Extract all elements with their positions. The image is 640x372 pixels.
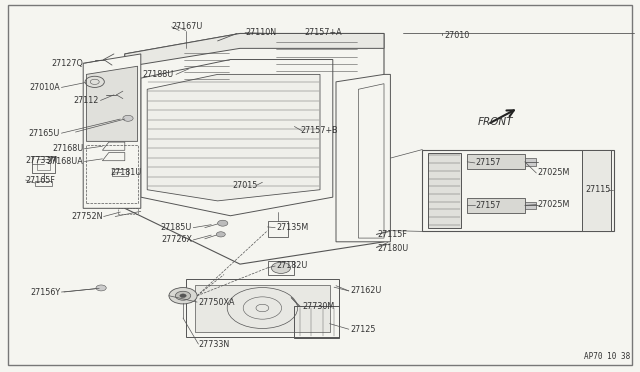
Polygon shape <box>582 150 611 231</box>
Polygon shape <box>336 74 390 242</box>
Circle shape <box>218 220 228 226</box>
Text: 27730M: 27730M <box>302 302 334 311</box>
Text: 27015: 27015 <box>232 181 258 190</box>
Text: 27010: 27010 <box>445 31 470 40</box>
Polygon shape <box>141 60 333 216</box>
Polygon shape <box>125 33 384 264</box>
Polygon shape <box>147 74 320 201</box>
Text: 27180U: 27180U <box>378 244 409 253</box>
Text: 27733M: 27733M <box>26 156 58 165</box>
Text: AP70 10 38: AP70 10 38 <box>584 352 630 361</box>
Circle shape <box>216 232 225 237</box>
Text: 27185U: 27185U <box>161 223 192 232</box>
Text: 27726X: 27726X <box>161 235 192 244</box>
Text: 27010A: 27010A <box>29 83 60 92</box>
Text: 27115: 27115 <box>586 185 611 194</box>
Circle shape <box>180 294 186 298</box>
Polygon shape <box>467 154 525 169</box>
Text: 27188U: 27188U <box>143 70 174 79</box>
Text: 27157+A: 27157+A <box>304 28 342 37</box>
Text: 27025M: 27025M <box>538 169 570 177</box>
Circle shape <box>175 291 191 300</box>
Circle shape <box>123 115 133 121</box>
Polygon shape <box>525 202 536 209</box>
Text: 27182U: 27182U <box>276 262 308 270</box>
Polygon shape <box>525 158 536 166</box>
Text: 27127Q: 27127Q <box>51 59 83 68</box>
Polygon shape <box>125 33 384 67</box>
Text: 27750XA: 27750XA <box>198 298 235 307</box>
Text: 27115F: 27115F <box>378 230 408 239</box>
Polygon shape <box>467 198 525 213</box>
Text: 27156Y: 27156Y <box>30 288 60 296</box>
Circle shape <box>271 262 291 273</box>
Text: 27181U: 27181U <box>111 169 142 177</box>
Circle shape <box>169 288 197 304</box>
Circle shape <box>96 285 106 291</box>
Text: 27157: 27157 <box>475 201 500 210</box>
Text: 27162U: 27162U <box>350 286 381 295</box>
Text: 27025M: 27025M <box>538 200 570 209</box>
Text: 27157+B: 27157+B <box>301 126 339 135</box>
Text: 27112: 27112 <box>74 96 99 105</box>
Polygon shape <box>195 285 330 332</box>
Polygon shape <box>186 279 339 337</box>
Bar <box>32 156 55 173</box>
Text: 27135M: 27135M <box>276 223 308 232</box>
Polygon shape <box>86 66 138 141</box>
Text: 27168UA: 27168UA <box>47 157 83 166</box>
Text: 27733N: 27733N <box>198 340 230 349</box>
Text: 27168U: 27168U <box>52 144 83 153</box>
Text: 27125: 27125 <box>350 325 376 334</box>
Polygon shape <box>428 153 461 228</box>
Text: 27165U: 27165U <box>29 129 60 138</box>
Text: 27157: 27157 <box>475 158 500 167</box>
Text: 27167U: 27167U <box>172 22 203 31</box>
Polygon shape <box>83 54 141 208</box>
Text: 27165F: 27165F <box>26 176 56 185</box>
Bar <box>422 150 614 231</box>
Text: 27110N: 27110N <box>245 28 276 37</box>
Text: FRONT: FRONT <box>477 117 513 127</box>
Bar <box>37 159 50 170</box>
Text: 27752N: 27752N <box>71 212 102 221</box>
